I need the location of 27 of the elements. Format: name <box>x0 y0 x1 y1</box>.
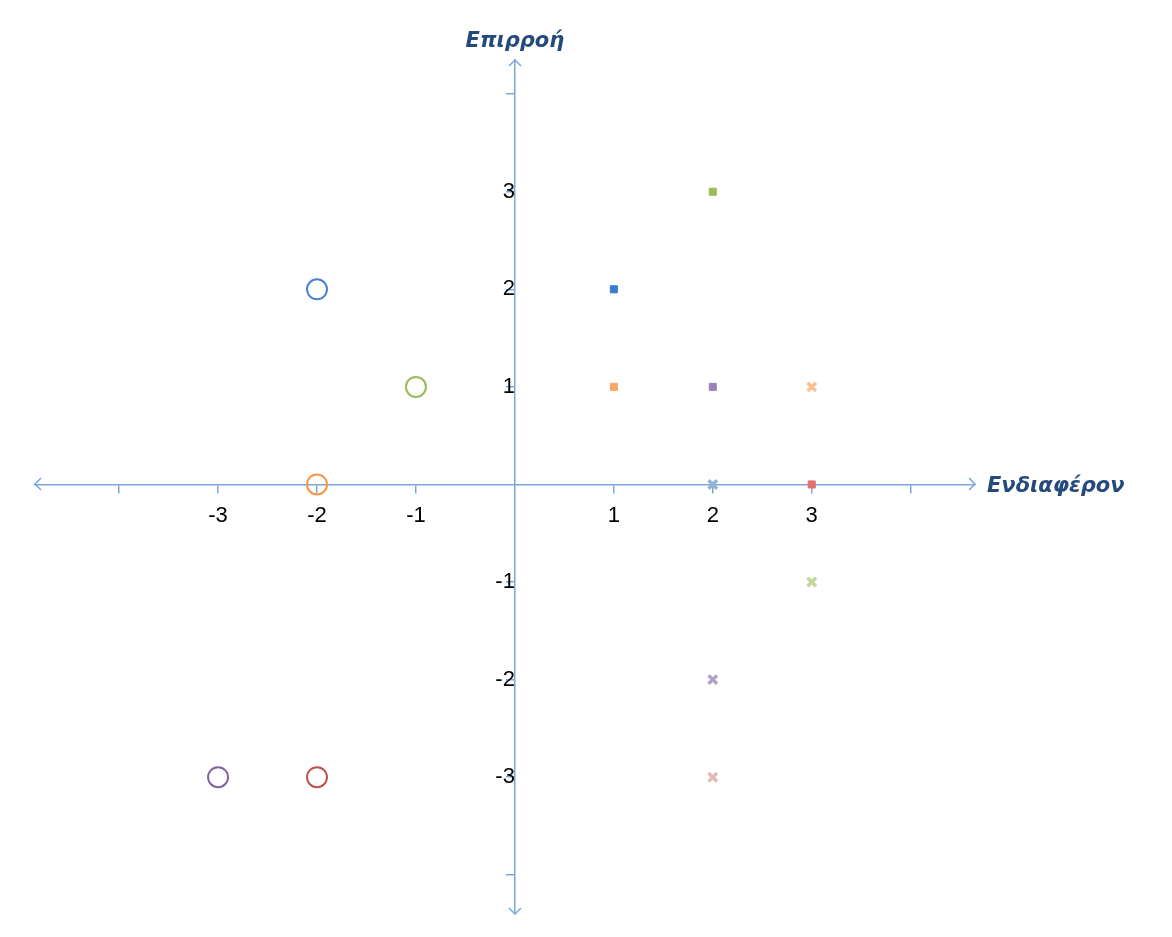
y-tick-label: -3 <box>495 763 515 789</box>
point <box>706 771 719 784</box>
y-tick-label: -2 <box>495 665 515 691</box>
point <box>306 278 328 301</box>
y-tick-label: -1 <box>495 568 515 594</box>
point <box>706 478 719 491</box>
point <box>207 766 230 789</box>
x-axis-title: Ενδιαφέρον <box>987 472 1125 497</box>
point <box>805 576 818 589</box>
point <box>706 673 719 686</box>
point <box>306 473 328 496</box>
point <box>805 380 818 393</box>
point <box>609 382 618 391</box>
point <box>306 766 328 789</box>
y-tick-label: 3 <box>502 177 515 203</box>
point <box>609 285 618 294</box>
x-tick-label: 2 <box>706 501 719 527</box>
y-axis-title: Επιρροή <box>465 27 565 52</box>
x-tick-label: 3 <box>805 501 818 527</box>
point <box>807 480 816 489</box>
y-tick-label: 2 <box>502 275 515 301</box>
x-tick-label: -2 <box>307 501 327 527</box>
x-tick-label: 1 <box>607 501 620 527</box>
y-tick-label: 1 <box>502 372 515 398</box>
x-tick-label: -1 <box>406 501 426 527</box>
point <box>708 382 717 391</box>
x-tick-label: -3 <box>208 501 228 527</box>
